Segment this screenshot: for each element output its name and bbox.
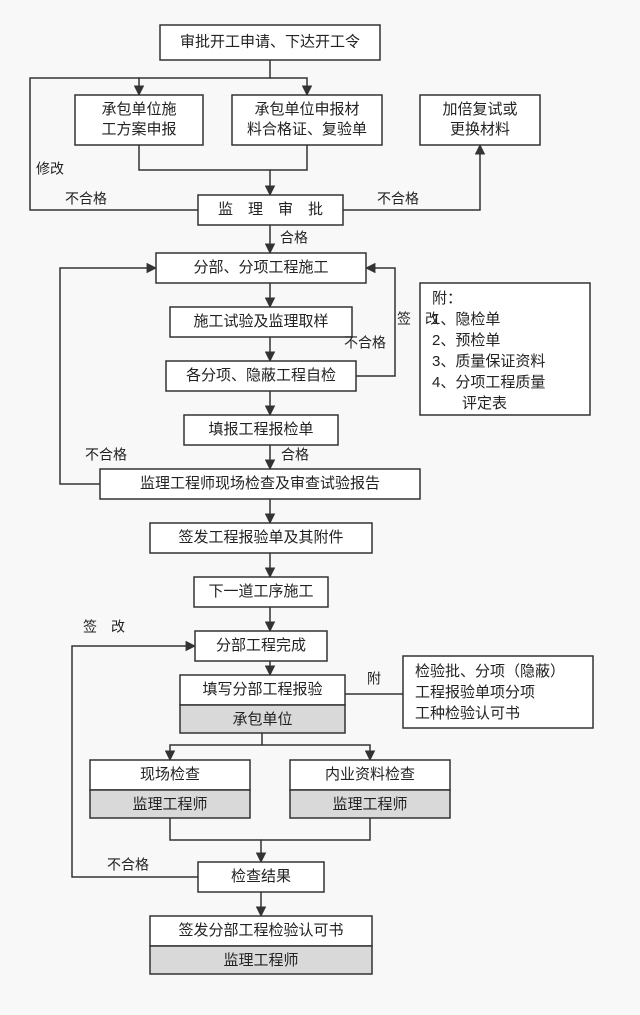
node-n12-line0: 填写分部工程报验: [202, 681, 322, 698]
node-n15-line0: 签发分部工程检验认可书: [178, 922, 343, 939]
node-n5-line0: 施工试验及监理取样: [193, 313, 328, 330]
node-n2a-line0: 承包单位施: [101, 101, 176, 118]
edge-label-e5: 合格: [280, 230, 308, 246]
edge-eSplit1: [170, 733, 262, 760]
node-n13b-line0: 内业资料检查: [325, 766, 415, 783]
node-sideA-line4: 4、分项工程质量: [432, 374, 545, 391]
node-n13a-footer-label: 监理工程师: [132, 796, 207, 813]
node-n10-line0: 下一道工序施工: [208, 583, 313, 600]
node-n1-line0: 审批开工申请、下达开工令: [180, 33, 360, 50]
node-sideA-line2: 2、预检单: [432, 332, 500, 349]
edge-label-eLoop2: 不合格: [344, 335, 386, 351]
edge-eMerge2: [261, 818, 370, 840]
node-n11-line0: 分部工程完成: [216, 637, 306, 654]
edge-eSplit2: [262, 745, 370, 760]
node-n2c-line0: 加倍复试或: [442, 100, 517, 118]
node-n13b-footer-label: 监理工程师: [332, 796, 407, 813]
edge-label-eLoop3: 不合格: [107, 857, 149, 873]
node-n15-footer-label: 监理工程师: [223, 952, 298, 969]
node-sideA-line3: 3、质量保证资料: [432, 353, 545, 370]
edge-label-e3: 不合格: [377, 191, 419, 207]
edge-label-eLoop3b: 签 改: [83, 619, 125, 635]
edge-label-e4m: 修改: [36, 161, 64, 177]
node-n2a-line1: 工方案申报: [101, 120, 176, 138]
node-n8-line0: 监理工程师现场检查及审查试验报告: [140, 475, 380, 492]
node-n9-line0: 签发工程报验单及其附件: [178, 529, 343, 546]
edge-label-eLoop1: 不合格: [85, 447, 127, 463]
node-n6-line0: 各分项、隐蔽工程自检: [186, 367, 336, 384]
edge-e2b: [270, 145, 307, 170]
node-n3-line0: 监 理 审 批: [218, 201, 323, 218]
node-n4-line0: 分部、分项工程施工: [193, 259, 328, 276]
node-n14-line0: 检查结果: [231, 868, 291, 885]
node-n13a-line0: 现场检查: [140, 766, 200, 783]
edge-e1: [139, 60, 270, 95]
node-n2c-line1: 更换材料: [450, 121, 510, 138]
node-n7-line0: 填报工程报检单: [208, 421, 313, 438]
edge-eLoop2: [356, 268, 395, 376]
node-sideA-line5: 评定表: [432, 395, 507, 412]
node-n12-footer-label: 承包单位: [232, 711, 292, 728]
edge-label-e4: 不合格: [65, 191, 107, 207]
edge-e2: [139, 145, 270, 195]
node-sideB-line0: 检验批、分项（隐蔽）: [415, 663, 565, 680]
edge-eMerge1: [170, 818, 261, 862]
edge-label-eAtt: 附: [367, 671, 381, 687]
edge-e1b: [270, 78, 307, 95]
node-n2b-line1: 料合格证、复验单: [247, 120, 367, 138]
node-sideA-line1: 1、隐检单: [432, 311, 500, 328]
edge-label-e9: 合格: [281, 447, 309, 463]
node-sideA-line0: 附：: [432, 290, 462, 307]
node-sideB-line1: 工程报验单项分项: [415, 684, 535, 701]
edge-label-eLoop2b: 签 改: [397, 311, 439, 327]
node-sideB-line2: 工种检验认可书: [415, 705, 520, 722]
node-n2b-line0: 承包单位申报材: [254, 101, 359, 118]
